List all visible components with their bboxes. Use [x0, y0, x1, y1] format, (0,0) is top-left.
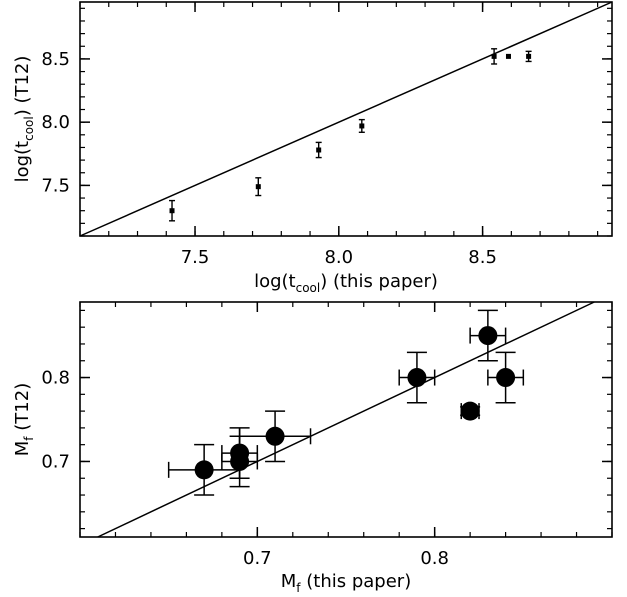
y-axis-label: Mf (T12): [12, 383, 36, 456]
data-point: [230, 444, 249, 463]
x-tick-label: 8.5: [468, 247, 497, 268]
one-to-one-line: [80, 2, 612, 236]
data-point: [316, 147, 321, 152]
x-tick-label: 8.0: [324, 247, 353, 268]
data-point: [478, 326, 497, 345]
y-axis-label: log(tcool) (T12): [12, 56, 36, 183]
y-tick-label: 0.7: [41, 451, 70, 472]
data-point: [170, 208, 175, 213]
panel-bottom: 0.7 0.8 0.7 0.8 Mf (this paper) Mf (T12): [12, 302, 612, 595]
data-point: [195, 460, 214, 479]
data-point: [407, 368, 426, 387]
y-tick-label: 8.0: [41, 112, 70, 133]
x-axis-label: log(tcool) (this paper): [254, 271, 438, 295]
y-tick-label: 0.8: [41, 368, 70, 389]
panel-top: 7.5 8.0 8.5 7.5 8.0 8.5 log(tcool) (this paper…: [12, 2, 612, 295]
x-axis-label: Mf (this paper): [281, 571, 411, 595]
data-point: [496, 368, 515, 387]
x-tick-label: 0.7: [243, 548, 272, 569]
one-to-one-line: [98, 302, 595, 537]
data-point: [266, 427, 285, 446]
y-tick-label: 7.5: [41, 175, 70, 196]
data-point: [506, 54, 511, 59]
x-tick-label: 0.8: [420, 548, 449, 569]
data-point: [256, 184, 261, 189]
data-point: [359, 123, 364, 128]
x-tick-label: 7.5: [181, 247, 210, 268]
y-tick-label: 8.5: [41, 49, 70, 70]
data-point: [492, 54, 497, 59]
data-point: [461, 402, 480, 421]
data-point: [526, 54, 531, 59]
